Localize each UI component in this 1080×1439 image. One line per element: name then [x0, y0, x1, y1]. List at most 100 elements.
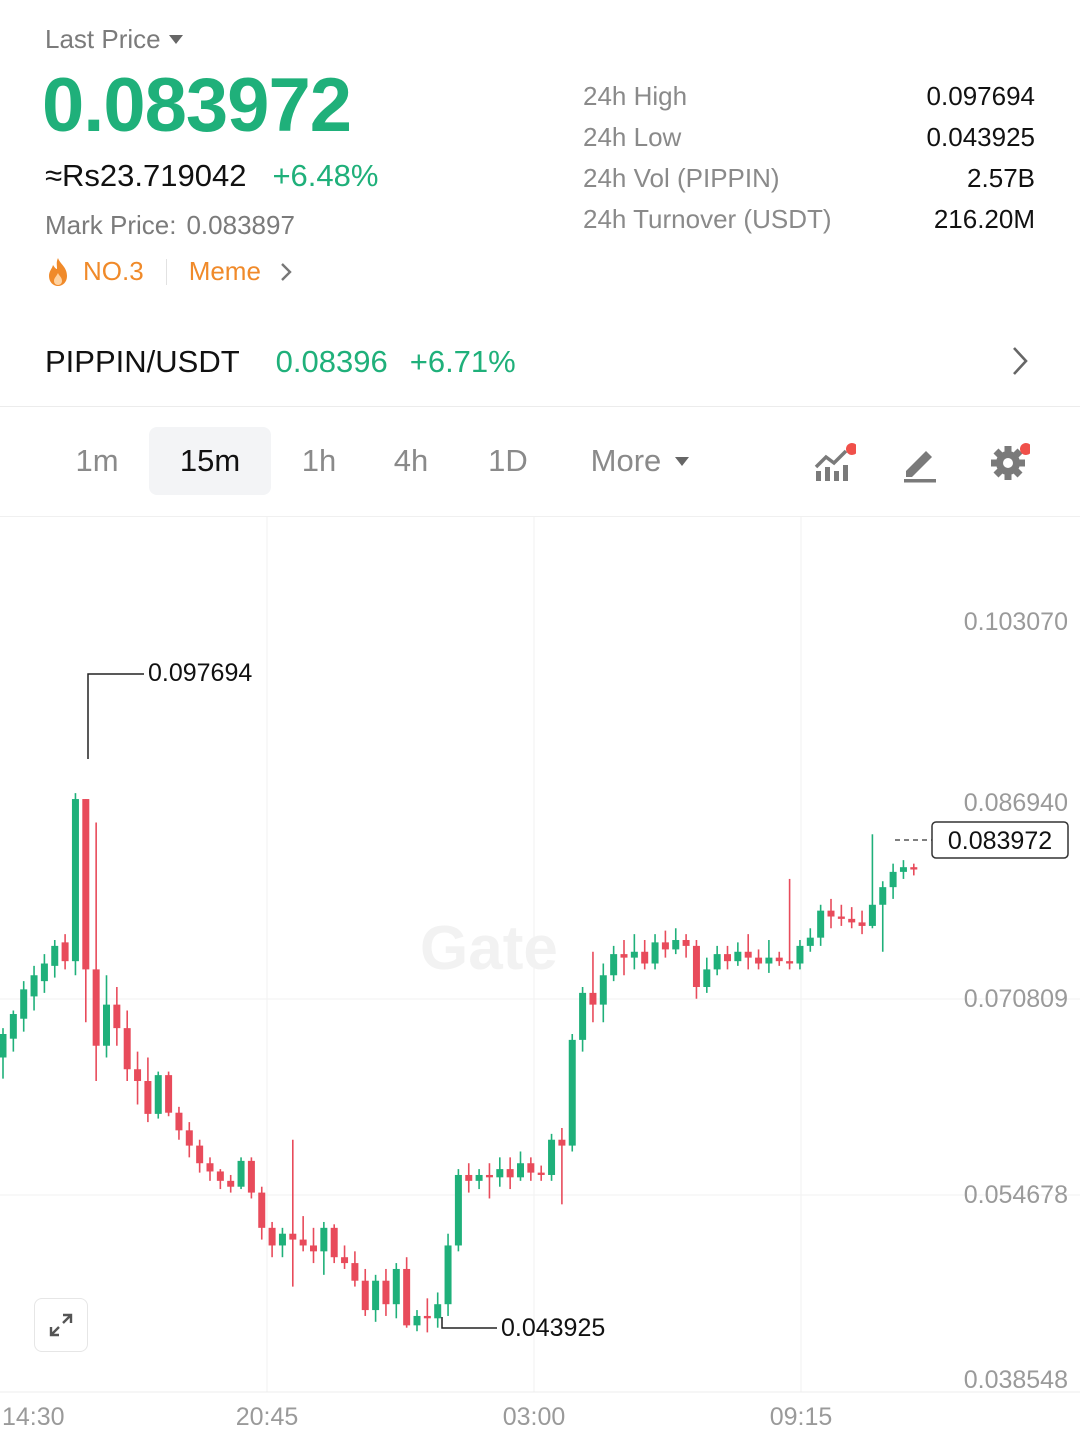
stat-value: 0.043925 [926, 122, 1035, 152]
candle-body [434, 1304, 442, 1319]
candle-body [558, 1139, 566, 1146]
candle [82, 799, 90, 1023]
candle [496, 1157, 504, 1187]
tab-4h[interactable]: 4h [393, 443, 429, 478]
candle [444, 1233, 452, 1316]
candle [548, 1133, 556, 1181]
candle [330, 1224, 338, 1264]
candle [216, 1169, 224, 1190]
tab-more[interactable]: More [580, 427, 700, 495]
candle-body [724, 954, 731, 962]
candle-body [899, 867, 907, 872]
candle [403, 1257, 411, 1328]
candle [682, 934, 690, 958]
candle [61, 934, 69, 970]
candle-body [496, 1169, 504, 1178]
candle-body [517, 1163, 524, 1178]
candle-body [392, 1268, 400, 1305]
candle-body [382, 1280, 390, 1305]
last-price-value: 0.083972 [42, 63, 352, 148]
candle-body [858, 922, 866, 926]
tag-row[interactable]: NO.3 Meme [45, 256, 293, 287]
fiat-row: ≈Rs23.719042 +6.48% [45, 158, 378, 194]
candle-body [30, 975, 38, 997]
tab-1h[interactable]: 1h [301, 443, 337, 478]
candle-body [185, 1130, 193, 1146]
candle-body [61, 942, 69, 962]
candlestick-chart[interactable]: Gate 0.103070 0.086940 0.070809 0.054678… [0, 517, 1080, 1439]
pair-name: PIPPIN/USDT [45, 344, 240, 379]
candle [692, 940, 700, 999]
candle-body [817, 910, 825, 938]
candle [724, 945, 731, 970]
pair-row[interactable]: PIPPIN/USDT 0.08396 +6.71% [0, 330, 1080, 394]
candle-body [247, 1160, 255, 1193]
candle [310, 1227, 317, 1264]
candle [527, 1157, 535, 1181]
candle [672, 928, 680, 955]
chart-canvas[interactable]: Gate 0.103070 0.086940 0.070809 0.054678… [0, 517, 1080, 1439]
pair-price: 0.08396 [275, 344, 388, 379]
chevron-right-icon[interactable] [1010, 344, 1030, 378]
chevron-right-icon[interactable] [279, 261, 293, 283]
candle [299, 1216, 307, 1252]
stat-label: 24h Low [583, 122, 682, 152]
expand-chart-button[interactable] [34, 1298, 88, 1352]
candle-body [610, 954, 618, 976]
candle-body [775, 957, 783, 962]
candle [413, 1310, 421, 1332]
candle [0, 1028, 7, 1079]
candle [858, 910, 866, 935]
pencil-draw-icon[interactable] [898, 441, 942, 485]
candle-body [579, 992, 587, 1040]
candle [786, 878, 794, 970]
pair-change: +6.71% [409, 344, 516, 379]
candle [351, 1251, 359, 1287]
candle-body [413, 1315, 421, 1326]
candle-body [672, 940, 680, 950]
candle-body [0, 1034, 7, 1058]
candle [247, 1157, 255, 1199]
candle-body [103, 1004, 110, 1046]
candle [879, 881, 887, 952]
mark-price-value: 0.083897 [186, 210, 295, 240]
mark-price-row: Mark Price: 0.083897 [45, 210, 295, 241]
candle-body [755, 957, 763, 964]
candle-body [630, 951, 638, 958]
candle [630, 934, 638, 970]
candle [113, 987, 121, 1046]
candle [196, 1139, 204, 1173]
candle [651, 934, 659, 970]
candle [775, 951, 783, 966]
caret-down-icon [675, 456, 690, 466]
candle-body [165, 1075, 173, 1113]
candle [765, 940, 773, 973]
candle-body [330, 1227, 338, 1258]
candle-body [216, 1171, 224, 1181]
chart-indicator-icon[interactable] [812, 441, 856, 485]
category-tag[interactable]: Meme [188, 256, 261, 286]
chart-annotations: 0.097694 0.043925 0.083972 [87, 659, 1069, 1342]
candle-body [20, 989, 28, 1019]
gear-icon[interactable] [986, 441, 1030, 485]
last-price-tag [931, 821, 1069, 859]
candle-body [879, 887, 887, 905]
tab-1m[interactable]: 1m [75, 443, 119, 478]
tab-1d[interactable]: 1D [488, 443, 528, 478]
rank-tag[interactable]: NO.3 [83, 256, 144, 286]
candle [848, 907, 856, 929]
candle-body [599, 975, 607, 1005]
candle-body [527, 1163, 535, 1173]
caret-down-icon [168, 35, 183, 44]
x-tick-label: 09:15 [770, 1403, 833, 1431]
candle [475, 1169, 483, 1190]
candle-body [444, 1245, 452, 1305]
candle-body [703, 969, 711, 988]
candle [185, 1122, 193, 1158]
last-price-selector[interactable]: Last Price [45, 24, 183, 55]
timeframe-bar: 1m 15m 1h 4h 1D More [0, 427, 1080, 497]
candle-body [227, 1180, 235, 1187]
candle-body [589, 992, 597, 1005]
tab-15m[interactable]: 15m [149, 427, 271, 495]
candle [144, 1057, 152, 1123]
